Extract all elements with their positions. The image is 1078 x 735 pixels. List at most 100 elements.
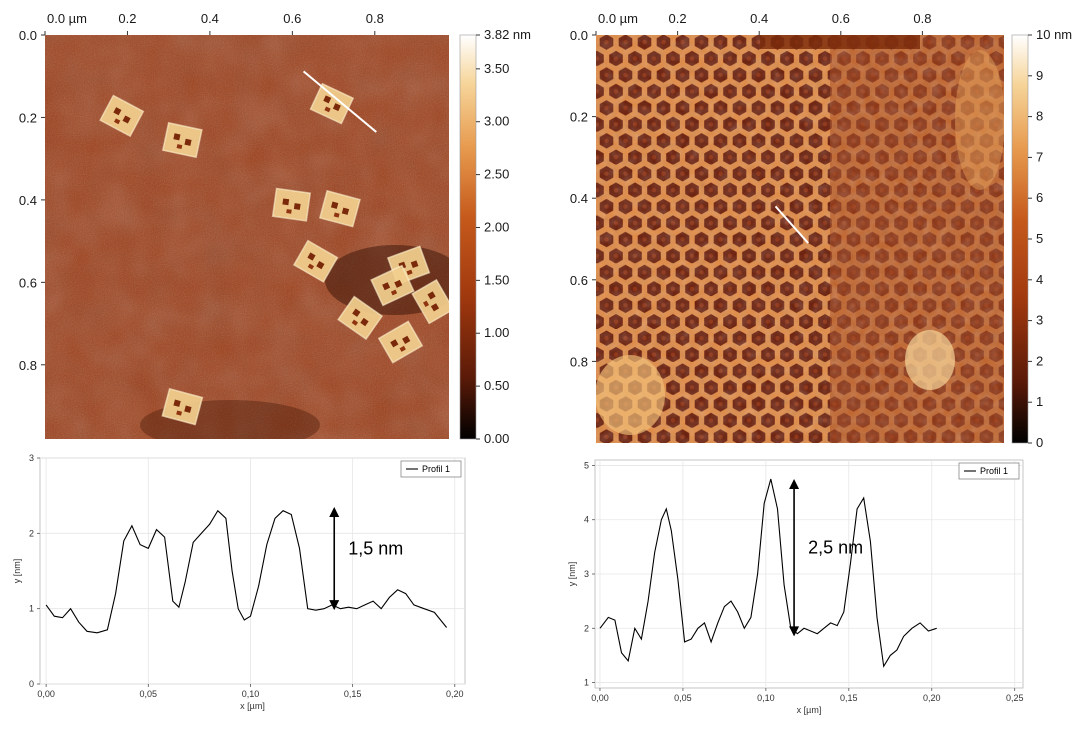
x-tick-labels: 0.0 µm 0.2 0.4 0.6 0.8 bbox=[44, 11, 384, 35]
x-tick-label: 0.0 µm bbox=[47, 11, 87, 26]
afm-image-right: 0.0 µm 0.2 0.4 0.6 0.8 0.0 0.2 0.4 0.6 0.8 10 nm… bbox=[570, 11, 1072, 450]
colorbar-tick-label: 8 bbox=[1036, 109, 1043, 124]
y-axis-label: y [nm] bbox=[567, 562, 577, 587]
profile-line bbox=[774, 205, 809, 244]
origami-rectangle bbox=[309, 82, 355, 125]
series-line-profil-1 bbox=[45, 509, 448, 634]
colorbar-tick-label: 0.50 bbox=[484, 378, 509, 393]
x-tick-label: 0.0 µm bbox=[598, 11, 638, 26]
afm-image-left: 0.0 µm 0.2 0.4 0.6 0.8 0.0 0.2 0.4 0.6 0.8 3.82 … bbox=[19, 11, 531, 446]
x-tick-label: 0,20 bbox=[446, 689, 464, 699]
colorbar-tick-label: 3.82 nm bbox=[484, 27, 531, 42]
x-tick-label: 0.2 bbox=[669, 11, 687, 26]
profile-chart-right: 0,00 0,05 0,10 0,15 0,20 0,25 1 2 3 4 5 2,5 nm Pro… bbox=[567, 459, 1024, 715]
y-tick-label: 0.8 bbox=[570, 354, 588, 369]
x-axis-label: x [µm] bbox=[240, 701, 265, 711]
y-tick-label: 0 bbox=[29, 679, 34, 689]
x-tick-label: 0.2 bbox=[118, 11, 136, 26]
afm-scan-left bbox=[45, 35, 449, 439]
colorbar-tick-label: 4 bbox=[1036, 272, 1043, 287]
afm-scan-right bbox=[596, 35, 1004, 443]
y-axis-label: y [nm] bbox=[12, 559, 22, 584]
x-tick-label: 0.4 bbox=[750, 11, 768, 26]
legend-entry: Profil 1 bbox=[422, 464, 450, 474]
annotation-label: 2,5 nm bbox=[808, 538, 863, 558]
x-tick-label: 0,20 bbox=[923, 693, 941, 703]
arrow-head-down bbox=[329, 600, 340, 611]
colorbar-tick-label: 7 bbox=[1036, 149, 1043, 164]
x-tick-labels: 0.0 µm 0.2 0.4 0.6 0.8 bbox=[595, 11, 931, 35]
colorbar-tick-label: 1.00 bbox=[484, 325, 509, 340]
legend-entry: Profil 1 bbox=[980, 466, 1008, 476]
origami-rectangle bbox=[271, 187, 312, 222]
x-axis-label: x [µm] bbox=[797, 705, 822, 715]
colorbar-tick-label: 10 nm bbox=[1036, 27, 1072, 42]
origami-rectangle bbox=[292, 239, 339, 283]
colorbar-right: 10 nm 9 8 7 6 5 4 3 2 1 0 bbox=[1011, 27, 1072, 450]
y-tick-label: 0.2 bbox=[570, 110, 588, 125]
x-tick-label: 0,00 bbox=[591, 693, 609, 703]
colorbar-tick-label: 3.00 bbox=[484, 114, 509, 129]
y-tick-label: 1 bbox=[584, 678, 589, 688]
y-tick-label: 3 bbox=[584, 569, 589, 579]
origami-rectangle bbox=[370, 264, 415, 307]
colorbar-tick-label: 3.50 bbox=[484, 61, 509, 76]
y-tick-label: 0.4 bbox=[570, 191, 588, 206]
x-tick-label: 0,15 bbox=[344, 689, 362, 699]
y-tick-label: 2 bbox=[584, 623, 589, 633]
x-tick-label: 0,10 bbox=[242, 689, 260, 699]
colorbar-tick-label: 1 bbox=[1036, 394, 1043, 409]
origami-rectangle bbox=[161, 121, 203, 159]
origami-rectangle bbox=[411, 278, 449, 325]
series-line-profil-1 bbox=[599, 478, 937, 668]
origami-rectangle bbox=[318, 189, 361, 228]
colorbar-tick-label: 1.50 bbox=[484, 272, 509, 287]
y-tick-label: 3 bbox=[29, 453, 34, 463]
origami-rectangle bbox=[377, 320, 424, 364]
origami-rectangle bbox=[99, 94, 145, 138]
colorbar-tick-label: 0 bbox=[1036, 435, 1043, 450]
y-tick-label: 0.4 bbox=[19, 193, 37, 208]
y-tick-label: 0.6 bbox=[570, 273, 588, 288]
y-tick-label: 2 bbox=[29, 528, 34, 538]
colorbar-tick-label: 2 bbox=[1036, 353, 1043, 368]
colorbar-tick-label: 0.00 bbox=[484, 431, 509, 446]
colorbar-tick-label: 5 bbox=[1036, 231, 1043, 246]
x-tick-label: 0,00 bbox=[37, 689, 55, 699]
y-tick-label: 1 bbox=[29, 604, 34, 614]
arrow-head-down bbox=[789, 626, 800, 637]
x-tick-label: 0,05 bbox=[140, 689, 158, 699]
profile-chart-left: 0,00 0,05 0,10 0,15 0,20 0 1 2 3 1,5 nm Profil 1… bbox=[12, 453, 466, 711]
x-tick-label: 0.4 bbox=[201, 11, 219, 26]
x-tick-label: 0,25 bbox=[1006, 693, 1024, 703]
y-tick-label: 0.0 bbox=[570, 28, 588, 43]
x-tick-label: 0,10 bbox=[757, 693, 775, 703]
colorbar-left: 3.82 nm 3.50 3.00 2.50 2.00 1.50 1.00 0.50 0.00 bbox=[459, 27, 531, 446]
colorbar-tick-label: 6 bbox=[1036, 190, 1043, 205]
y-tick-label: 0.6 bbox=[19, 275, 37, 290]
x-tick-label: 0.6 bbox=[832, 11, 850, 26]
y-tick-label: 5 bbox=[584, 460, 589, 470]
y-tick-label: 0.0 bbox=[19, 28, 37, 43]
colorbar-tick-label: 2.50 bbox=[484, 167, 509, 182]
colorbar-tick-label: 3 bbox=[1036, 313, 1043, 328]
y-tick-label: 4 bbox=[584, 515, 589, 525]
x-tick-label: 0.6 bbox=[283, 11, 301, 26]
y-tick-labels: 0.0 0.2 0.4 0.6 0.8 bbox=[19, 28, 45, 373]
origami-rectangle bbox=[337, 295, 384, 341]
arrow-head-up bbox=[329, 506, 340, 517]
arrow-head-up bbox=[789, 479, 800, 489]
origami-structures bbox=[99, 82, 449, 426]
annotation-label: 1,5 nm bbox=[348, 539, 403, 559]
y-tick-label: 0.8 bbox=[19, 358, 37, 373]
origami-rectangle bbox=[161, 387, 204, 426]
x-tick-label: 0,05 bbox=[674, 693, 692, 703]
y-tick-labels: 0.0 0.2 0.4 0.6 0.8 bbox=[570, 28, 596, 369]
colorbar-tick-label: 2.00 bbox=[484, 219, 509, 234]
legend-box bbox=[400, 460, 462, 478]
y-tick-label: 0.2 bbox=[19, 110, 37, 125]
profile-line bbox=[302, 70, 377, 133]
x-tick-label: 0.8 bbox=[366, 11, 384, 26]
x-tick-label: 0,15 bbox=[840, 693, 858, 703]
legend-box bbox=[958, 462, 1020, 480]
